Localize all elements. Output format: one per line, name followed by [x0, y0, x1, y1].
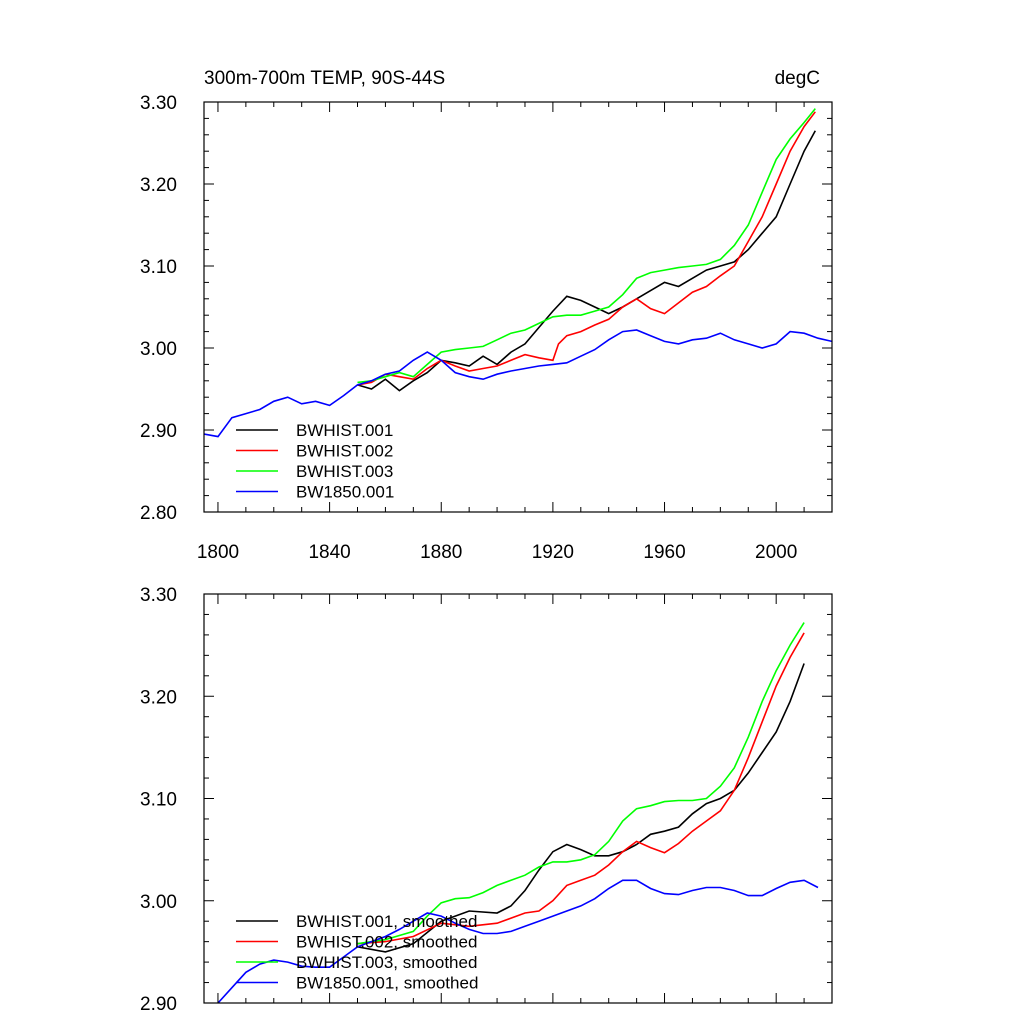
y-tick-label: 3.20 — [140, 687, 177, 708]
x-tick-label: 1880 — [420, 542, 462, 563]
y-tick-label: 3.00 — [140, 892, 177, 913]
plot-frame — [203, 101, 833, 513]
y-tick-label: 3.00 — [140, 339, 177, 360]
y-tick-label: 3.30 — [140, 585, 177, 606]
top-title-left: 300m-700m TEMP, 90S-44S — [204, 68, 445, 89]
y-tick-label: 3.10 — [140, 790, 177, 811]
top-panel: 300m-700m TEMP, 90S-44S degC 2.80 2.90 3.0… — [140, 68, 833, 563]
legend-label: BWHIST.003 — [296, 462, 393, 481]
top-title-right: degC — [775, 68, 820, 89]
x-tick-label: 1920 — [532, 542, 574, 563]
series-line-1 — [357, 111, 816, 386]
series-line-2 — [357, 108, 816, 384]
series-line-3 — [204, 329, 832, 438]
x-tick-label: 1800 — [197, 542, 239, 563]
legend-label: BWHIST.001 — [296, 421, 393, 440]
series-line-0 — [357, 130, 817, 392]
legend-label: BW1850.001, smoothed — [296, 974, 478, 993]
bottom-panel: 2.90 3.00 3.10 3.20 3.30 BWHIST.001, smoothed… — [140, 585, 833, 1015]
y-tick-label: 2.80 — [140, 503, 177, 524]
y-tick-label: 2.90 — [140, 994, 177, 1015]
legend-label: BWHIST.003, smoothed — [296, 953, 477, 972]
series-line-2 — [357, 622, 805, 945]
x-tick-label: 1960 — [643, 542, 685, 563]
legend-label: BWHIST.002, smoothed — [296, 933, 477, 952]
y-tick-label: 3.20 — [140, 175, 177, 196]
legend-label: BWHIST.002 — [296, 442, 393, 461]
x-tick-label: 1840 — [308, 542, 350, 563]
series-line-1 — [357, 632, 805, 945]
y-tick-label: 3.30 — [140, 93, 177, 114]
x-tick-label: 2000 — [755, 542, 797, 563]
y-tick-label: 3.10 — [140, 257, 177, 278]
legend-label: BW1850.001 — [296, 483, 394, 502]
series-line-0 — [357, 663, 805, 953]
legend-label: BWHIST.001, smoothed — [296, 912, 477, 931]
series-line-3 — [217, 879, 819, 1003]
y-tick-label: 2.90 — [140, 421, 177, 442]
